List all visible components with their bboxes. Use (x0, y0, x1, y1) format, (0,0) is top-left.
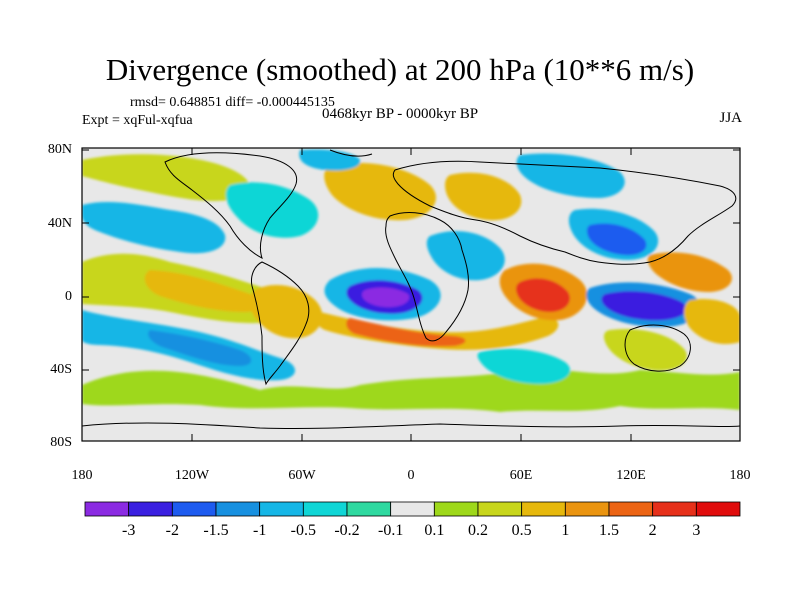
colorbar-swatch (128, 501, 173, 517)
colorbar-swatch (171, 501, 217, 517)
colorbar-label: 3 (692, 522, 701, 539)
colorbar-label: -0.2 (334, 522, 360, 539)
field-npac-positive (82, 154, 250, 201)
colorbar-swatch (84, 501, 130, 517)
stats-line: rmsd= 0.648851 diff= -0.000445135 (130, 95, 335, 110)
lon-label-120w: 120W (174, 468, 210, 483)
experiment-label: Expt = xqFul-xqfua (82, 113, 193, 128)
field-npac-negative (82, 202, 226, 254)
field-asia-positive (445, 172, 522, 221)
colorbar-label: 1.5 (599, 522, 619, 539)
africa-outline (385, 212, 469, 342)
colorbar-swatch (652, 501, 697, 517)
field-australia-positive (603, 328, 687, 371)
colorbar (84, 501, 741, 517)
colorbar-label: 0.1 (424, 522, 445, 539)
colorbar-label: 1 (561, 522, 570, 539)
colorbar-swatch (215, 501, 261, 517)
field-africa-negative (426, 231, 505, 281)
field-maritime-negative-core (601, 291, 687, 321)
field-sindian-negative (477, 348, 571, 384)
lon-label-120e: 120E (616, 468, 646, 483)
colorbar-swatch (477, 501, 523, 517)
field-siberia-negative (516, 153, 625, 198)
colorbar-swatch (521, 501, 566, 517)
lat-label-eq: 0 (65, 289, 72, 304)
coastlines (82, 149, 740, 430)
colorbar-label: -0.1 (377, 522, 404, 539)
lat-label-40s: 40S (50, 362, 72, 377)
colorbar-swatch (346, 501, 392, 517)
australia-outline (624, 324, 691, 372)
lat-label-80s: 80S (50, 435, 72, 450)
field-south-positive (82, 368, 740, 412)
south-america-outline (251, 261, 310, 386)
lat-label-40n: 40N (47, 216, 72, 231)
lon-label-0: 0 (407, 468, 415, 483)
field-satl-positive (316, 312, 559, 350)
colorbar-label: -0.5 (290, 522, 316, 539)
colorbar-label: -1 (252, 522, 267, 539)
field-satl-positive-core (346, 318, 466, 347)
axis-ticks (82, 148, 740, 442)
colorbar-swatch (608, 501, 654, 517)
period-label: 0468kyr BP - 0000kyr BP (322, 106, 479, 122)
colorbar-swatch (259, 501, 304, 517)
lon-label-60w: 60W (288, 468, 316, 483)
colorbar-label: -2 (165, 522, 179, 539)
map-title: Divergence (smoothed) at 200 hPa (10**6 … (105, 52, 695, 87)
field-wpac-south-positive (684, 298, 740, 345)
colorbar-label: -1.5 (203, 522, 229, 539)
colorbar-label: 0.5 (511, 522, 532, 539)
field-europe-positive (324, 162, 436, 221)
lon-label-180w: 180 (71, 468, 93, 483)
colorbar-label: 0.2 (468, 522, 488, 539)
antarctica-outline (82, 422, 740, 430)
field-cpac-positive-core (144, 270, 260, 312)
colorbar-label: 2 (648, 522, 657, 539)
contour-field (82, 148, 740, 441)
north-america-outline (164, 152, 298, 259)
greenland-outline (329, 149, 373, 157)
lon-label-60e: 60E (509, 468, 533, 483)
eurasia-outline (392, 160, 737, 265)
colorbar-label: -3 (121, 522, 136, 539)
field-samerica-positive (249, 285, 323, 339)
field-atl-negative-peak (361, 287, 410, 308)
colorbar-swatch (302, 501, 348, 517)
colorbar-swatch (564, 501, 610, 517)
field-monsoon-negative-core (586, 223, 647, 256)
lat-label-80n: 80N (47, 142, 72, 157)
field-wpac-positive (647, 252, 732, 292)
colorbar-swatch (433, 501, 479, 517)
field-spac-negative-core (148, 330, 252, 366)
season-label: JJA (719, 110, 742, 126)
lon-label-180e: 180 (729, 468, 751, 483)
colorbar-swatch (390, 501, 435, 517)
field-namerica-negative (225, 182, 319, 238)
field-indian-positive-core (515, 278, 570, 312)
colorbar-swatch (695, 501, 741, 517)
